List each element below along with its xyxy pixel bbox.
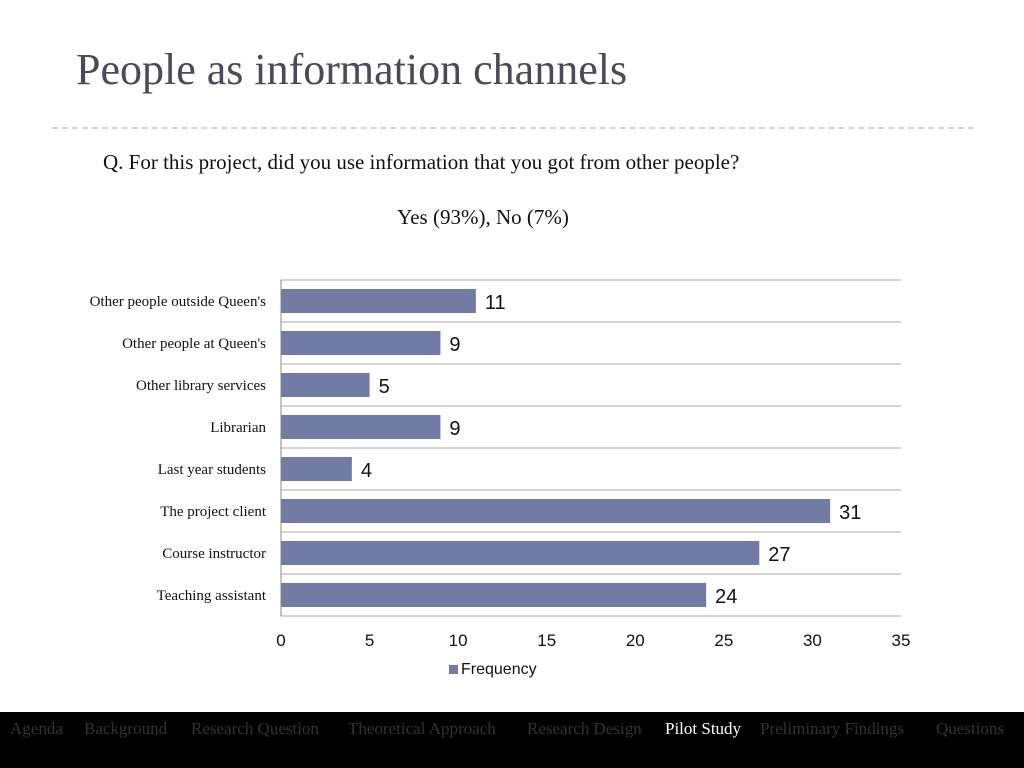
slide-title: People as information channels: [76, 45, 628, 94]
category-label: Librarian: [210, 420, 266, 436]
category-label: Last year students: [158, 462, 266, 478]
nav-item[interactable]: Pilot Study: [665, 719, 742, 738]
x-tick-label: 35: [892, 631, 911, 650]
bar: [281, 457, 352, 481]
category-label: Other library services: [136, 378, 266, 394]
data-label: 9: [449, 418, 460, 440]
data-label: 9: [449, 334, 460, 356]
title-divider: [52, 127, 974, 129]
nav-item[interactable]: Theoretical Approach: [348, 719, 496, 738]
data-label: 31: [839, 502, 861, 524]
nav-item[interactable]: Research Design: [527, 719, 642, 738]
data-label: 4: [361, 460, 372, 482]
survey-question: Q. For this project, did you use informa…: [103, 150, 740, 174]
nav-item[interactable]: Questions: [936, 719, 1004, 738]
bar: [281, 415, 441, 439]
data-label: 27: [768, 544, 790, 566]
legend-swatch: [449, 665, 458, 674]
category-label: Other people at Queen's: [122, 336, 266, 352]
nav-item[interactable]: Background: [84, 719, 168, 738]
bar: [281, 583, 707, 607]
category-label: The project client: [160, 504, 267, 520]
nav-item[interactable]: Research Question: [191, 719, 319, 738]
bar: [281, 499, 831, 523]
x-tick-label: 0: [276, 631, 285, 650]
frequency-bar-chart: Other people outside Queen's 11 Other peop…: [90, 279, 911, 678]
navigation-bar: Agenda Background Research Question Theoret…: [0, 712, 1024, 768]
category-label: Other people outside Queen's: [90, 294, 267, 310]
bar: [281, 289, 476, 313]
x-tick-label: 25: [714, 631, 733, 650]
nav-item[interactable]: Agenda: [10, 719, 63, 738]
x-tick-label: 10: [449, 631, 468, 650]
bar: [281, 541, 760, 565]
x-tick-label: 15: [537, 631, 556, 650]
x-tick-label: 30: [803, 631, 822, 650]
data-label: 24: [715, 586, 737, 608]
category-label: Teaching assistant: [157, 588, 267, 604]
x-tick-label: 20: [626, 631, 645, 650]
legend-label: Frequency: [461, 661, 537, 678]
survey-answer: Yes (93%), No (7%): [397, 205, 569, 229]
nav-item[interactable]: Preliminary Findings: [760, 719, 905, 738]
data-label: 11: [485, 292, 506, 314]
x-tick-label: 5: [365, 631, 374, 650]
bar: [281, 331, 441, 355]
bar: [281, 373, 370, 397]
category-label: Course instructor: [162, 546, 266, 562]
data-label: 5: [379, 376, 390, 398]
